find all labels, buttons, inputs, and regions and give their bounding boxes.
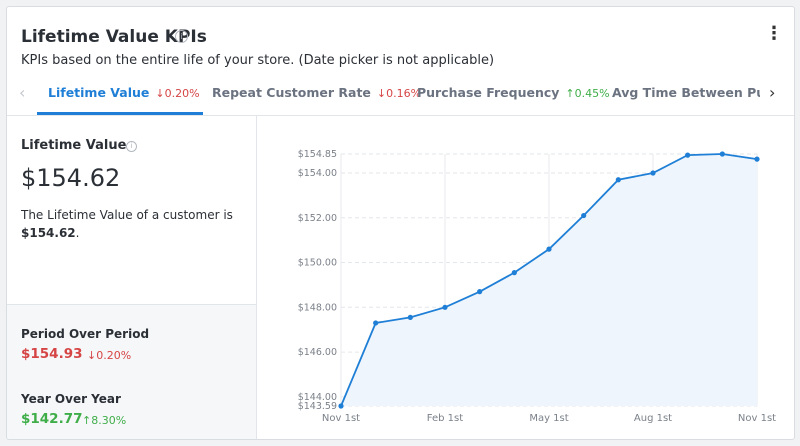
y-tick-label: $154.85 (298, 149, 337, 160)
data-point (477, 289, 483, 295)
data-point (373, 320, 379, 326)
data-point (338, 403, 344, 409)
description-value: $154.62 (21, 226, 76, 240)
y-tick-label: $154.00 (298, 168, 337, 179)
period-over-period-value: $154.93 (21, 346, 83, 362)
y-tick-label: $146.00 (298, 347, 337, 358)
data-point (685, 152, 691, 158)
data-point (511, 270, 517, 276)
data-point (754, 156, 760, 162)
year-over-year-label: Year Over Year (21, 392, 121, 406)
description-prefix: The Lifetime Value of a customer is (21, 208, 233, 222)
y-tick-label: $152.00 (298, 213, 337, 224)
tab-label: Avg Time Between Purch (612, 85, 760, 100)
x-tick-label: May 1st (529, 413, 568, 424)
y-tick-label: $144.00 (298, 392, 337, 403)
lifetime-value-kpis-card: Lifetime Value KPIs i ⋮ KPIs based on th… (6, 6, 795, 440)
x-tick-label: Aug 1st (634, 413, 672, 424)
data-point (546, 246, 552, 252)
card-subtitle: KPIs based on the entire life of your st… (21, 53, 495, 68)
kpi-tab-bar: ‹ Lifetime Value ↓0.20% Repeat Customer R… (7, 75, 794, 116)
info-icon[interactable]: i (175, 30, 188, 43)
y-tick-label: $150.00 (298, 258, 337, 269)
chevron-left-icon[interactable]: ‹ (19, 83, 26, 102)
tab-label: Lifetime Value (48, 85, 150, 100)
y-tick-label: $143.59 (298, 401, 337, 412)
lifetime-value-chart: $143.59 $144.00 $146.00 $148.00 $150.00 $152.… (257, 116, 794, 439)
comparison-section: Period Over Period $154.93 ↓0.20% Year O… (7, 304, 256, 439)
tab-label: Purchase Frequency (417, 85, 560, 100)
chart-svg: $143.59$144.00 $146.00 $148.00 $150.00 $152.… (298, 149, 776, 424)
tab-delta: ↑0.45% (565, 87, 610, 100)
area-fill (341, 154, 757, 406)
summary-value: $154.62 (21, 164, 121, 192)
chevron-right-icon[interactable]: › (769, 83, 776, 102)
period-over-period-delta: ↓0.20% (87, 349, 132, 362)
tab-avg-time-between-purchases[interactable]: Avg Time Between Purch (612, 85, 760, 100)
tab-lifetime-value[interactable]: Lifetime Value ↓0.20% (48, 85, 200, 100)
card-title: Lifetime Value KPIs (21, 27, 207, 47)
info-icon[interactable]: i (126, 141, 137, 152)
x-tick-label: Feb 1st (427, 413, 463, 424)
data-point (650, 170, 656, 176)
x-tick-label: Nov 1st (738, 413, 776, 424)
data-point (407, 314, 413, 320)
data-point (581, 212, 587, 219)
tab-delta: ↓0.20% (155, 87, 200, 100)
y-tick-label: $148.00 (298, 302, 337, 313)
summary-label: Lifetime Value (21, 138, 127, 153)
data-point (719, 151, 725, 157)
period-over-period-label: Period Over Period (21, 327, 150, 341)
kebab-menu-icon[interactable]: ⋮ (765, 23, 783, 44)
tab-purchase-frequency[interactable]: Purchase Frequency ↑0.45% (417, 85, 610, 100)
description-suffix: . (75, 226, 80, 240)
data-point (442, 304, 448, 310)
tab-label: Repeat Customer Rate (212, 85, 371, 100)
data-point (615, 177, 621, 183)
active-tab-indicator (37, 112, 203, 115)
year-over-year-value: $142.77 (21, 411, 83, 427)
x-tick-label: Nov 1st (322, 413, 360, 424)
summary-description: The Lifetime Value of a customer is $154… (21, 206, 246, 242)
tab-repeat-customer-rate[interactable]: Repeat Customer Rate ↓0.16% (212, 85, 421, 100)
tab-delta: ↓0.16% (376, 87, 422, 100)
summary-pane: Lifetime Value i $154.62 The Lifetime Va… (7, 116, 257, 439)
year-over-year-delta: ↑8.30% (82, 414, 127, 427)
